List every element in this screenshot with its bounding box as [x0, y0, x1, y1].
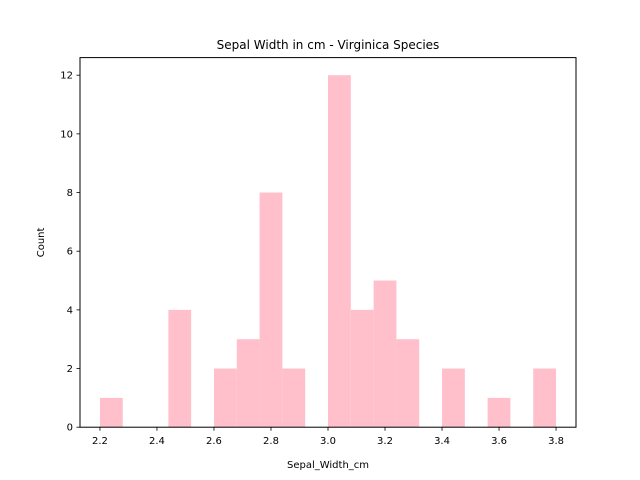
x-axis-ticks: 2.2 2.4 2.6 2.8 3.0 3.2 3.4 3.6 3.8 — [92, 427, 564, 447]
histogram-bar-13 — [396, 339, 420, 428]
chart-title: Sepal Width in cm - Virginica Species — [217, 38, 440, 52]
histogram-bar-5 — [213, 368, 237, 428]
y-tick-label: 2 — [67, 364, 73, 375]
histogram-bar-17 — [487, 397, 511, 428]
histogram-bar-7 — [259, 192, 283, 428]
histogram-bar-8 — [282, 368, 306, 428]
histogram-bar-0 — [99, 397, 123, 428]
x-axis-label: Sepal_Width_cm — [287, 460, 369, 471]
x-tick-label: 3.2 — [377, 436, 393, 447]
histogram-bar-3 — [168, 309, 192, 428]
x-tick-label: 3.6 — [491, 436, 507, 447]
histogram-bar-12 — [373, 280, 397, 428]
histogram-bar-6 — [236, 339, 260, 428]
histogram-bar-11 — [350, 309, 374, 428]
x-tick-label: 2.6 — [206, 436, 222, 447]
x-tick-label: 3.4 — [434, 436, 450, 447]
y-tick-label: 4 — [67, 305, 73, 316]
y-tick-label: 12 — [60, 71, 73, 82]
y-tick-label: 6 — [67, 247, 73, 258]
y-tick-label: 8 — [67, 188, 73, 199]
histogram-bar-19 — [533, 368, 557, 428]
x-tick-label: 3.8 — [548, 436, 564, 447]
y-axis-ticks: 0 2 4 6 8 10 12 — [60, 71, 80, 434]
y-axis-label: Count — [36, 227, 47, 257]
y-tick-label: 10 — [60, 129, 73, 140]
x-tick-label: 2.2 — [92, 436, 108, 447]
x-tick-label: 2.8 — [263, 436, 279, 447]
y-tick-label: 0 — [67, 423, 73, 434]
x-tick-label: 3.0 — [320, 436, 336, 447]
x-tick-label: 2.4 — [149, 436, 165, 447]
bars-group — [99, 75, 557, 428]
histogram-bar-15 — [442, 368, 465, 428]
histogram-bar-10 — [328, 75, 351, 428]
